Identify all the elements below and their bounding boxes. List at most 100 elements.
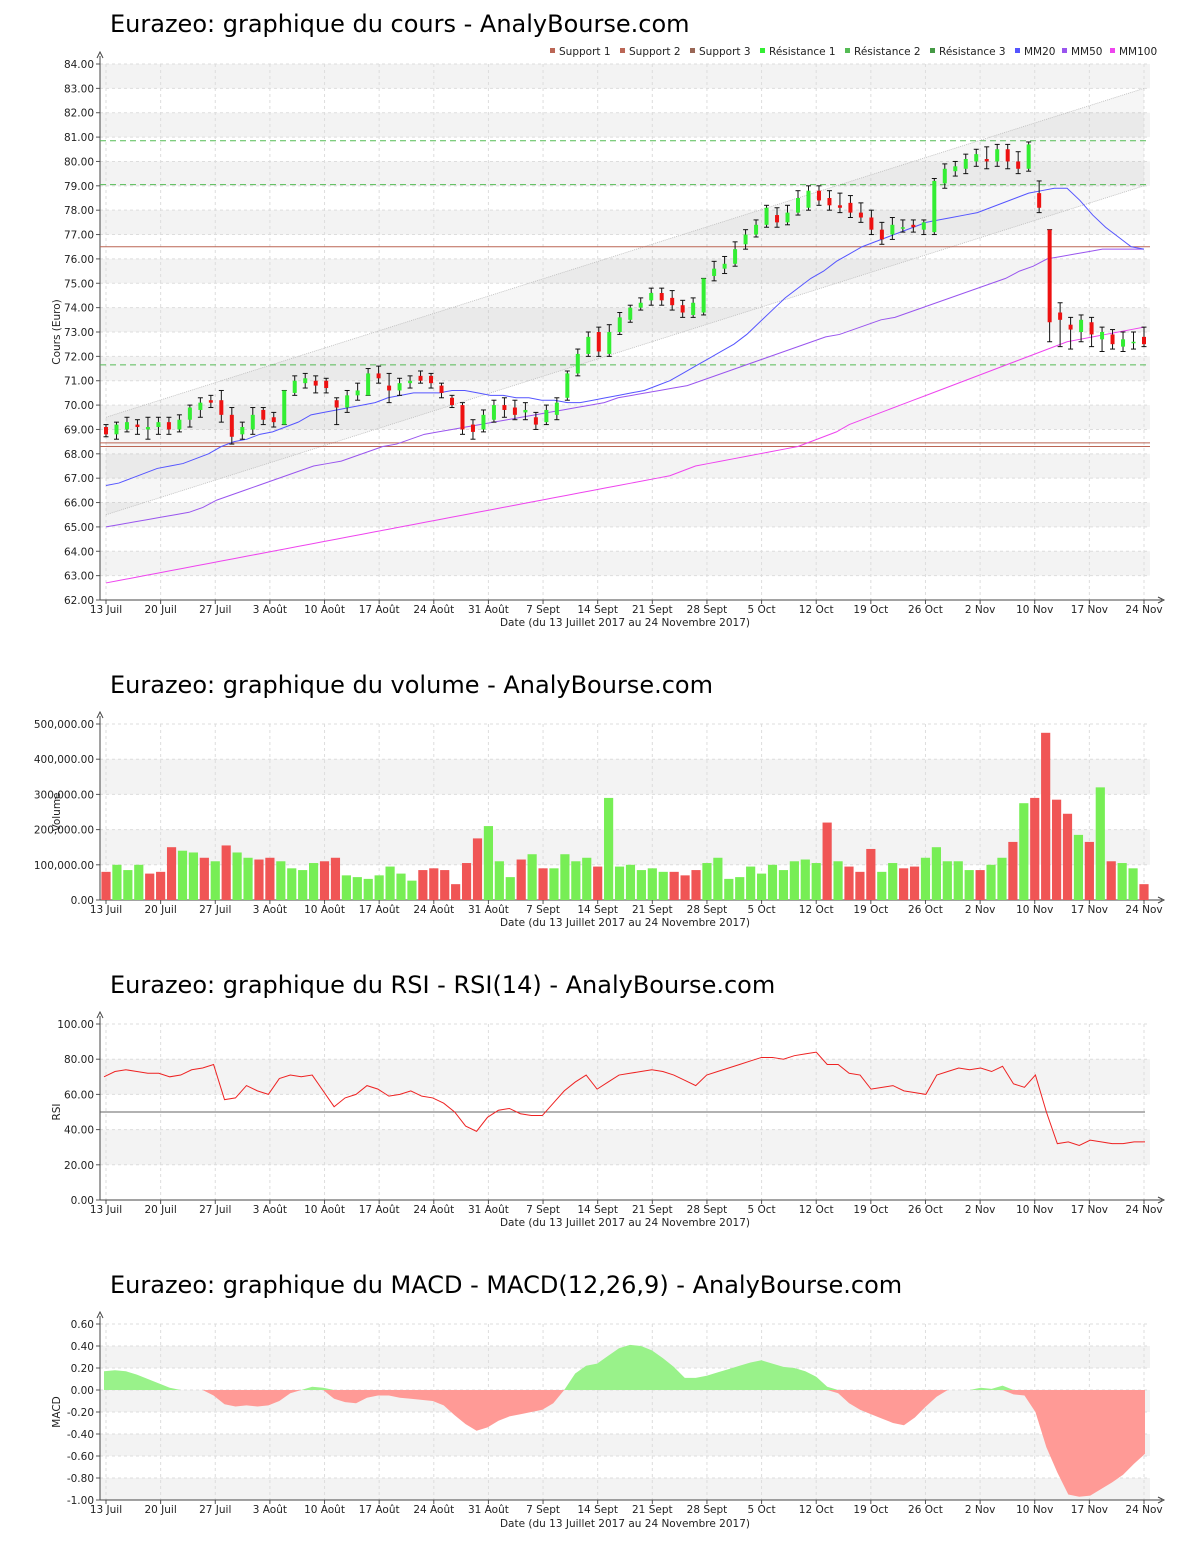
volume-bar <box>593 866 603 900</box>
candle-body <box>670 297 675 306</box>
candle-body <box>848 202 853 213</box>
candle-body <box>649 293 654 301</box>
volume-bar <box>811 863 821 900</box>
x-tick-label: 27 Juil <box>199 604 231 616</box>
candle-body <box>1110 334 1115 345</box>
candle <box>680 299 686 318</box>
candle-body <box>470 424 475 432</box>
volume-bar <box>899 868 909 900</box>
candle-body <box>156 422 161 428</box>
candle <box>1068 316 1074 350</box>
y-axis-arrow <box>96 1010 104 1019</box>
y-tick-label: 500,000.00 <box>34 719 94 731</box>
y-axis-label: RSI <box>51 1103 63 1120</box>
candle <box>627 304 633 323</box>
channel-lower-line <box>105 185 1145 516</box>
x-tick-label: 24 Août <box>413 604 454 616</box>
y-tick-label: 65.00 <box>64 522 94 534</box>
candle <box>344 389 350 413</box>
candle <box>722 255 728 275</box>
volume-bar <box>156 871 166 900</box>
candle-body <box>785 212 790 223</box>
volume-bar <box>309 863 319 900</box>
candle <box>596 326 602 357</box>
candle <box>554 397 560 421</box>
x-tick-label: 3 Août <box>253 904 287 916</box>
x-tick-label: 24 Nov <box>1125 604 1162 616</box>
candle <box>785 204 791 226</box>
candle-body <box>827 198 832 206</box>
grid-band <box>100 307 1150 332</box>
candle <box>145 416 151 440</box>
y-tick-label: 64.00 <box>64 546 94 558</box>
x-tick-label: 17 Nov <box>1071 904 1108 916</box>
volume-bar <box>746 866 756 900</box>
legend-swatch <box>1062 48 1067 53</box>
grid-band <box>100 1478 1150 1500</box>
x-tick-label: 31 Août <box>468 1204 509 1216</box>
volume-bar <box>101 871 111 900</box>
candle-body <box>1089 322 1094 335</box>
candle <box>931 178 937 236</box>
x-tick-label: 20 Juil <box>144 604 176 616</box>
x-tick-label: 24 Nov <box>1125 1504 1162 1516</box>
y-tick-label: 300,000.00 <box>34 789 94 801</box>
candle <box>1131 331 1137 350</box>
candle <box>449 394 455 409</box>
candle <box>648 287 654 306</box>
volume-bar <box>1095 787 1105 900</box>
mm20-line <box>105 187 1145 486</box>
candle <box>386 372 392 404</box>
y-tick-label: -0.20 <box>67 1407 94 1419</box>
x-tick-label: 31 Août <box>468 904 509 916</box>
y-tick-label: -0.60 <box>67 1451 94 1463</box>
volume-bar <box>789 861 799 900</box>
volume-bar <box>1041 732 1051 900</box>
candle <box>942 163 948 189</box>
volume-bar <box>341 875 351 900</box>
x-tick-label: 3 Août <box>253 1504 287 1516</box>
y-tick-label: 80.00 <box>64 1054 94 1066</box>
volume-bar <box>625 864 636 900</box>
y-tick-label: 68.00 <box>64 449 94 461</box>
x-tick-label: 12 Oct <box>799 1504 834 1516</box>
x-tick-label: 7 Sept <box>526 1204 560 1216</box>
y-tick-label: 60.00 <box>64 1089 94 1101</box>
y-axis-label: Cours (Euro) <box>51 299 63 365</box>
x-tick-label: 26 Oct <box>908 904 943 916</box>
volume-bar <box>363 878 373 900</box>
rsi-line <box>103 1051 1145 1146</box>
x-tick-label: 19 Oct <box>853 904 888 916</box>
candle <box>732 241 738 267</box>
y-tick-label: 72.00 <box>64 351 94 363</box>
candle-body <box>1100 332 1105 340</box>
volume-bar <box>647 868 657 900</box>
candle-body <box>858 212 863 218</box>
candle <box>575 348 581 377</box>
candle-body <box>1068 324 1073 330</box>
candle-body <box>1026 144 1031 169</box>
candle <box>113 421 119 440</box>
candle <box>1005 143 1011 170</box>
candle-body <box>198 402 203 410</box>
candle <box>606 324 612 357</box>
candle-body <box>187 407 192 420</box>
candle <box>868 209 874 236</box>
candle <box>994 143 1000 167</box>
candle <box>271 411 277 428</box>
candle <box>1141 326 1147 348</box>
candle-body <box>397 383 402 391</box>
volume-bar <box>1106 861 1116 900</box>
candle <box>480 409 486 433</box>
volume-bar <box>855 871 865 900</box>
volume-bar <box>888 863 898 900</box>
candle <box>900 219 906 233</box>
legend-label: MM20 <box>1024 46 1055 58</box>
y-tick-label: 400,000.00 <box>34 754 94 766</box>
candle-body <box>240 427 245 435</box>
x-tick-label: 17 Nov <box>1071 1204 1108 1216</box>
candle-body <box>837 205 842 208</box>
grid-band <box>100 453 1150 479</box>
grid-band <box>100 502 1150 527</box>
y-tick-label: 70.00 <box>64 400 94 412</box>
